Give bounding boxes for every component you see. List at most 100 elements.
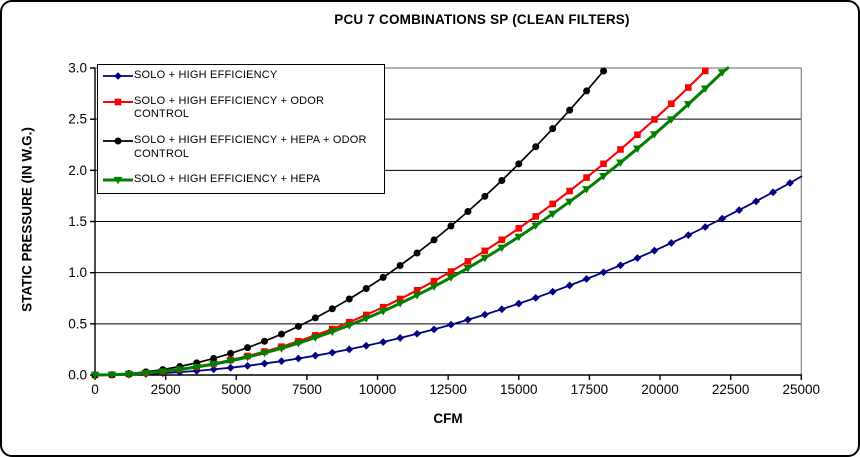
y-tick-label: 0.0 [68,368,87,383]
marker-circle [227,349,235,357]
legend-label: SOLO + HIGH EFFICIENCY + ODOR CONTROL [134,94,325,121]
legend-swatch-square-icon [103,98,133,105]
marker-diamond [413,329,421,338]
marker-triangle [361,315,371,323]
marker-circle [396,262,404,270]
marker-triangle [209,361,219,369]
marker-circle [515,160,523,168]
x-tick-label: 12500 [429,382,467,397]
marker-square [379,303,387,311]
marker-circle [379,273,387,281]
marker-triangle [717,69,727,77]
marker-circle [345,295,353,303]
legend-label: SOLO + HIGH EFFICIENCY + HEPA + ODOR CON… [134,133,367,160]
marker-triangle [616,159,625,167]
marker-circle [566,106,574,114]
marker-circle [328,305,336,313]
marker-diamond [633,254,642,262]
x-tick-label: 25000 [783,382,821,397]
y-tick-label: 3.0 [68,61,87,76]
marker-square [430,277,438,285]
marker-circle [362,285,370,293]
marker-diamond [616,261,625,270]
legend: SOLO + HIGH EFFICIENCY SOLO + HIGH EFFICI… [97,64,385,194]
marker-triangle [412,292,422,300]
marker-triangle [395,300,405,308]
marker-triangle [124,370,134,379]
marker-diamond [226,363,235,372]
marker-diamond [260,359,269,368]
marker-diamond [582,275,591,283]
marker-circle [447,222,455,230]
marker-square [634,131,641,139]
marker-diamond [752,197,760,206]
marker-triangle [158,368,168,376]
marker-triangle [514,233,524,242]
marker-triangle [463,264,473,273]
marker-diamond [667,239,676,247]
marker-circle [261,337,269,345]
x-tick-label: 15000 [500,382,538,397]
marker-square [396,295,404,303]
marker-diamond [464,315,472,324]
marker-triangle [429,283,439,291]
marker-diamond [531,293,540,302]
marker-triangle [582,186,591,194]
marker-triangle [141,369,151,378]
marker-circle [311,314,319,322]
marker-square [651,116,658,123]
marker-square [481,247,489,255]
marker-diamond [243,361,252,370]
marker-circle [532,143,540,151]
marker-diamond [447,320,455,329]
marker-triangle [378,308,388,316]
marker-triangle [344,322,354,330]
marker-square [668,100,675,108]
marker-square [617,146,624,153]
legend-label: SOLO + HIGH EFFICIENCY + HEPA [134,173,321,186]
marker-circle [244,344,252,352]
marker-diamond [396,334,405,342]
marker-square [532,213,540,220]
marker-circle [549,125,557,133]
marker-square [684,84,692,91]
marker-triangle [548,210,558,219]
marker-circle [481,192,489,200]
y-axis-title: STATIC PRESSURE (IN W.G.) [19,127,35,312]
legend-swatch-diamond-icon [103,72,133,80]
marker-square [701,67,709,75]
marker-diamond [209,365,218,374]
marker-diamond [362,341,371,350]
x-axis-title: CFM [433,411,463,426]
x-tick-label: 17500 [571,382,609,397]
marker-diamond [277,357,286,366]
x-tick-label: 7500 [292,382,322,397]
marker-diamond [684,231,693,240]
marker-triangle [480,254,490,263]
legend-item: SOLO + HIGH EFFICIENCY + HEPA + ODOR CON… [102,134,384,162]
marker-square [549,200,556,208]
marker-diamond [328,348,337,357]
marker-diamond [311,351,320,360]
marker-diamond [718,214,727,223]
marker-triangle [497,244,507,252]
marker-triangle [243,353,252,362]
marker-circle [498,176,506,184]
marker-square [362,311,370,319]
marker-circle [600,67,608,75]
marker-diamond [599,268,608,277]
marker-triangle [294,340,303,348]
x-tick-label: 10000 [359,382,397,397]
marker-triangle [260,349,269,358]
marker-triangle [599,172,608,181]
marker-diamond [786,179,794,187]
marker-square [413,286,421,294]
x-tick-label: 22500 [712,382,750,397]
legend-item: SOLO + HIGH EFFICIENCY + HEPA [102,173,384,187]
marker-circle [277,330,285,338]
marker-triangle [226,357,236,366]
marker-diamond [430,325,438,334]
marker-triangle [175,366,185,374]
marker-triangle [565,198,575,207]
